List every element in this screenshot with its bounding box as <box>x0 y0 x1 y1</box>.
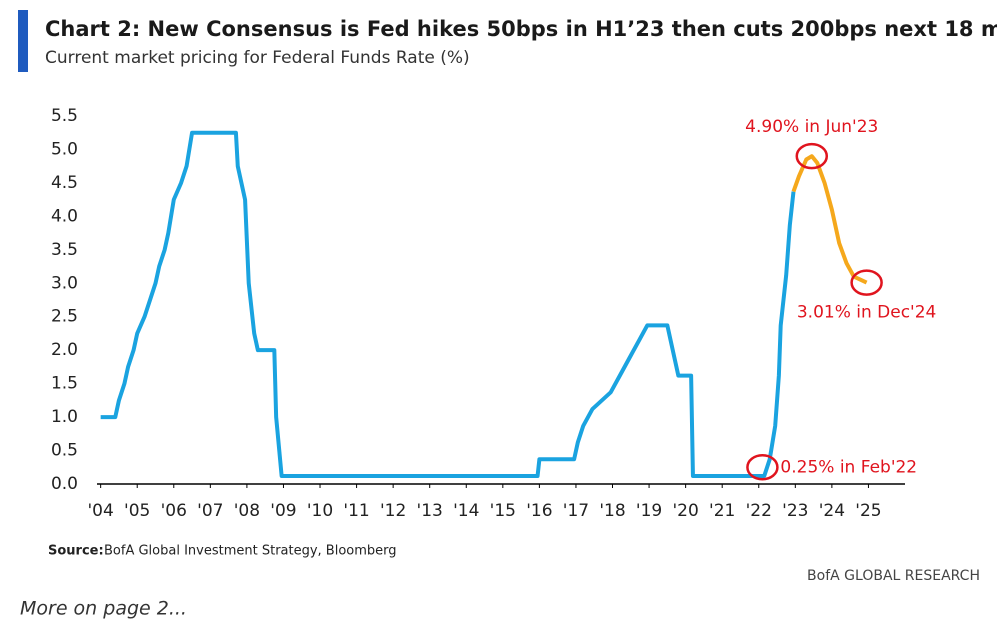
y-tick-label: 4.5 <box>51 173 78 193</box>
x-tick-label: '24 <box>819 501 845 521</box>
x-tick-label: '14 <box>453 501 479 521</box>
x-tick-label: '10 <box>307 501 333 521</box>
x-tick-label: '05 <box>124 501 150 521</box>
annotation-label: 4.90% in Jun'23 <box>745 117 878 137</box>
x-tick-label: '06 <box>161 501 187 521</box>
x-tick-label: '22 <box>746 501 772 521</box>
y-tick-label: 2.0 <box>51 340 78 360</box>
annotation-label: 0.25% in Feb'22 <box>780 457 917 477</box>
y-tick-label: 3.5 <box>51 240 78 260</box>
annotation-circle <box>746 454 779 481</box>
line-series <box>791 154 868 285</box>
x-tick-label: '16 <box>526 501 552 521</box>
x-tick-label: '07 <box>197 501 223 521</box>
x-tick-label: '17 <box>563 501 589 521</box>
y-tick-label: 1.5 <box>51 374 78 394</box>
annotation-label: 3.01% in Dec'24 <box>797 303 937 323</box>
branding: BofA GLOBAL RESEARCH <box>807 568 980 584</box>
y-tick-label: 5.0 <box>51 139 78 159</box>
x-tick-label: '04 <box>87 501 113 521</box>
x-tick-label: '09 <box>270 501 296 521</box>
x-tick-label: '20 <box>672 501 698 521</box>
x-tick-label: '15 <box>490 501 516 521</box>
x-tick-label: '08 <box>234 501 260 521</box>
y-tick-label: 0.5 <box>51 441 78 461</box>
x-tick-label: '19 <box>636 501 662 521</box>
title-bar <box>18 10 28 72</box>
y-tick-label: 3.0 <box>51 273 78 293</box>
line-series <box>100 130 796 478</box>
annotation-circle <box>850 269 883 296</box>
y-tick-label: 2.5 <box>51 307 78 327</box>
y-tick-label: 5.5 <box>51 106 78 126</box>
chart-subtitle: Current market pricing for Federal Funds… <box>45 48 470 68</box>
x-tick-label: '25 <box>855 501 881 521</box>
x-tick-label: '11 <box>343 501 369 521</box>
y-tick-label: 4.0 <box>51 206 78 226</box>
y-tick-label: 1.0 <box>51 407 78 427</box>
x-tick-label: '13 <box>417 501 443 521</box>
footer: More on page 2... <box>20 598 187 620</box>
annotation-circle <box>795 142 829 170</box>
y-tick-label: 0.0 <box>51 474 78 494</box>
chart-title: Chart 2: New Consensus is Fed hikes 50bp… <box>45 17 997 41</box>
x-tick-label: '12 <box>380 501 406 521</box>
source-label: Source: <box>48 544 104 559</box>
source: BofA Global Investment Strategy, Bloombe… <box>104 544 397 559</box>
x-tick-label: '18 <box>599 501 625 521</box>
x-tick-label: '21 <box>709 501 735 521</box>
x-tick-label: '23 <box>782 501 808 521</box>
